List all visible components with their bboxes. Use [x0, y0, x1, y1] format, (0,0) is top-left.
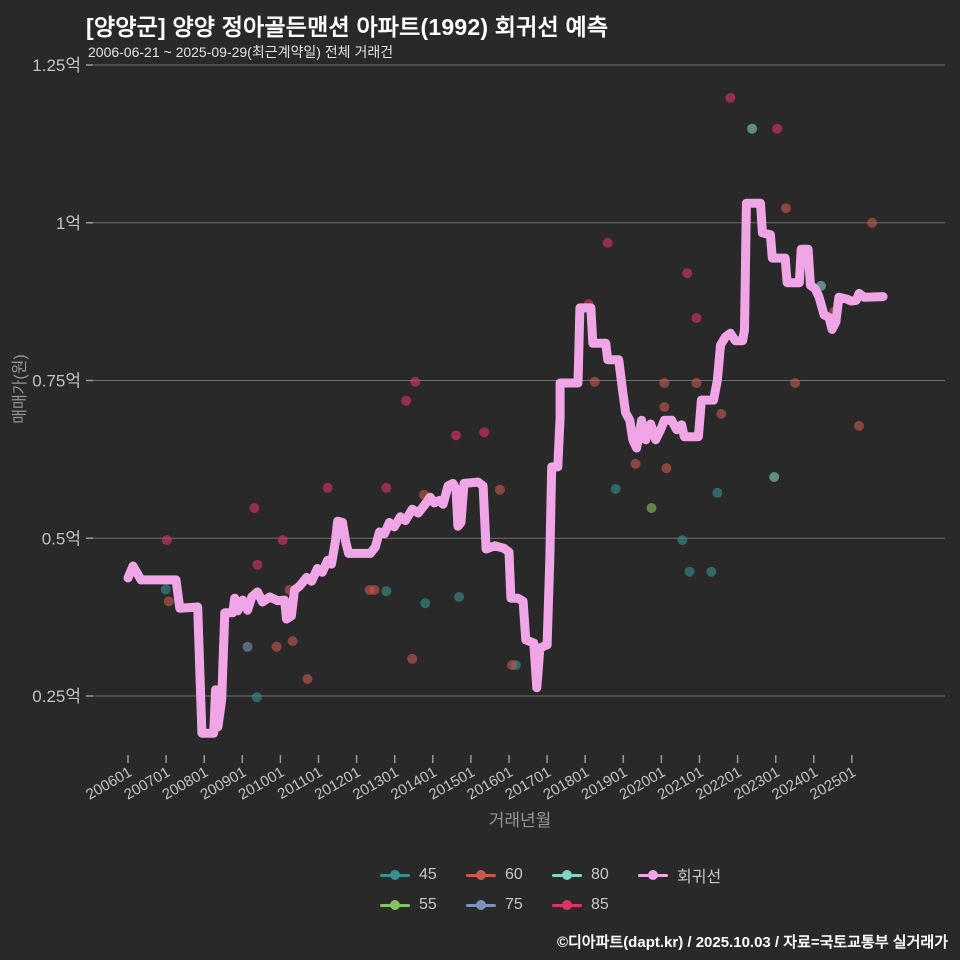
legend-line-dot-icon — [466, 899, 496, 911]
scatter-point-85 — [252, 559, 263, 570]
scatter-point-60 — [659, 402, 670, 412]
scatter-point-45 — [610, 484, 621, 494]
legend-line-dot-icon — [380, 869, 410, 881]
scatter-point-85 — [401, 395, 412, 406]
legend-label: 회귀선 — [677, 869, 722, 886]
x-axis-title: 거래년월 — [488, 811, 552, 830]
scatter-point-60 — [661, 463, 672, 474]
scatter-point-60 — [369, 585, 380, 595]
y-tick-label: 1억 — [56, 214, 81, 233]
legend-line-dot-icon — [638, 869, 668, 881]
scatter-point-60 — [630, 458, 641, 469]
scatter-point-85 — [322, 482, 333, 493]
scatter-point-60 — [691, 378, 702, 388]
scatter-point-85 — [691, 313, 702, 323]
legend-row: 45 60 80 회귀선 — [380, 860, 960, 890]
page-title: [양양군] 양양 정아골든맨션 아파트(1992) 회귀선 예측 — [86, 14, 609, 40]
scatter-point-60 — [494, 484, 505, 495]
scatter-point-60 — [407, 653, 418, 664]
legend-item-regression[interactable]: 회귀선 — [638, 863, 721, 887]
scatter-point-60 — [589, 376, 600, 387]
legend-item-s80[interactable]: 80 — [552, 866, 638, 884]
scatter-point-45 — [251, 692, 262, 703]
scatter-point-45 — [381, 586, 392, 597]
chart-subtitle: 2006-06-21 ~ 2025-09-29(최근계약일) 전체 거래건 — [88, 44, 394, 60]
scatter-point-60 — [271, 641, 282, 652]
scatter-point-45 — [706, 566, 717, 577]
scatter-point-60 — [716, 408, 727, 419]
regression-line — [123, 198, 888, 738]
scatter-point-60 — [867, 217, 878, 228]
scatter-point-80 — [769, 472, 780, 482]
legend-label: 80 — [591, 866, 609, 883]
scatter-point-45 — [677, 535, 688, 546]
y-axis-title: 매매가(원) — [12, 354, 29, 424]
scatter-point-85 — [451, 430, 461, 441]
scatter-point-45 — [684, 566, 695, 577]
legend-item-s75[interactable]: 75 — [466, 896, 552, 914]
scatter-point-60 — [163, 596, 174, 607]
scatter-point-60 — [302, 674, 313, 684]
scatter-point-60 — [854, 420, 865, 431]
scatter-point-85 — [602, 237, 613, 248]
scatter-point-60 — [781, 203, 791, 214]
scatter-point-85 — [410, 376, 421, 387]
scatter-point-60 — [790, 378, 801, 388]
scatter-point-45 — [712, 487, 723, 498]
scatter-point-75 — [242, 641, 253, 652]
scatter-point-85 — [277, 535, 288, 546]
scatter-point-60 — [507, 660, 517, 671]
y-tick-label: 0.5억 — [42, 529, 81, 548]
legend-label: 60 — [505, 866, 523, 883]
legend-line-dot-icon — [552, 869, 582, 881]
scatter-point-85 — [772, 123, 783, 134]
y-tick-label: 0.25억 — [32, 687, 81, 706]
legend-label: 55 — [419, 896, 437, 913]
scatter-point-45 — [420, 598, 431, 609]
scatter-point-55 — [646, 503, 657, 513]
scatter-point-85 — [479, 427, 490, 438]
legend-label: 85 — [591, 896, 609, 913]
legend-label: 45 — [419, 866, 437, 883]
legend-line-dot-icon — [552, 899, 582, 911]
scatter-point-85 — [682, 268, 693, 279]
chart-legend: 45 60 80 회귀선 55 75 85 — [0, 860, 960, 920]
y-tick-label: 1.25억 — [32, 56, 81, 75]
legend-line-dot-icon — [466, 869, 496, 881]
y-tick-label: 0.75억 — [32, 372, 81, 391]
legend-item-s85[interactable]: 85 — [552, 896, 609, 914]
legend-item-s55[interactable]: 55 — [380, 896, 466, 914]
legend-line-dot-icon — [380, 899, 410, 911]
legend-label: 75 — [505, 896, 523, 913]
scatter-point-80 — [747, 123, 758, 134]
scatter-point-85 — [725, 92, 736, 103]
scatter-point-45 — [454, 591, 465, 602]
legend-row: 55 75 85 — [380, 890, 960, 920]
credit-footer: ©디아파트(dapt.kr) / 2025.10.03 / 자료=국토교통부 실… — [556, 934, 948, 951]
scatter-point-60 — [287, 636, 298, 647]
scatter-point-45 — [160, 584, 171, 595]
legend-item-s60[interactable]: 60 — [466, 866, 552, 884]
scatter-point-85 — [381, 482, 392, 493]
legend-item-s45[interactable]: 45 — [380, 866, 466, 884]
scatter-point-60 — [659, 378, 670, 388]
scatter-point-85 — [161, 535, 172, 546]
scatter-point-85 — [249, 503, 260, 513]
